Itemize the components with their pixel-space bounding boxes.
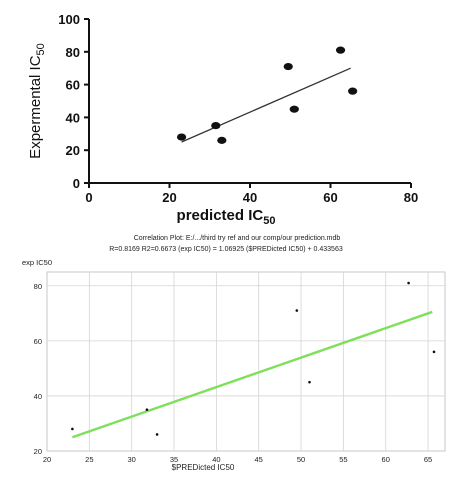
bottom-data-point xyxy=(432,350,436,354)
bottom-title-line-2: R=0.8169 R2=0.6673 (exp IC50) = 1.06925 … xyxy=(109,246,343,253)
chart-bottom: Correlation Plot: E:/.../third try ref a… xyxy=(22,235,446,472)
top-y-tick-label: 40 xyxy=(66,110,80,125)
bottom-fit-line xyxy=(72,310,433,439)
top-x-tick-label: 40 xyxy=(243,190,257,205)
bottom-data-point xyxy=(71,427,74,431)
top-data-point xyxy=(283,62,293,71)
top-fit-line xyxy=(181,67,351,143)
bottom-data-point xyxy=(155,433,159,436)
bottom-data-point xyxy=(295,309,299,312)
bottom-x-tick-label: 20 xyxy=(43,455,51,464)
bottom-y-tick-label: 80 xyxy=(34,282,42,291)
bottom-y-tick-label: 20 xyxy=(34,447,42,456)
bottom-x-axis-label: $PREDicted IC50 xyxy=(172,463,235,472)
top-y-tick-label: 0 xyxy=(73,176,80,191)
bottom-data-point xyxy=(407,281,410,285)
bottom-y-axis-label: exp IC50 xyxy=(22,258,52,267)
bottom-data-point xyxy=(145,408,149,411)
bottom-y-tick-label: 40 xyxy=(34,392,42,401)
top-x-tick-label: 60 xyxy=(323,190,337,205)
top-y-tick-label: 80 xyxy=(66,45,80,60)
bottom-x-tick-label: 50 xyxy=(297,455,305,464)
top-data-point xyxy=(176,133,187,141)
bottom-data-point xyxy=(308,380,311,384)
bottom-x-tick-label: 40 xyxy=(212,455,220,464)
bottom-x-tick-label: 30 xyxy=(128,455,136,464)
bottom-y-tick-label: 60 xyxy=(34,337,42,346)
top-data-point xyxy=(217,136,227,144)
chart-top: 0 20 40 60 80 100 0 20 40 60 80 predicted IC50 Ex… xyxy=(27,12,418,227)
top-data-point xyxy=(211,122,221,130)
bottom-x-tick-label: 45 xyxy=(255,455,263,464)
top-y-tick-label: 100 xyxy=(58,12,80,27)
top-x-tick-label: 80 xyxy=(404,190,418,205)
top-data-point xyxy=(348,87,358,95)
bottom-x-tick-label: 60 xyxy=(382,455,390,464)
bottom-plot-frame xyxy=(46,271,446,452)
top-x-tick-label: 20 xyxy=(162,190,176,205)
bottom-title-line-1: Correlation Plot: E:/.../third try ref a… xyxy=(134,235,341,242)
top-y-tick-label: 20 xyxy=(66,143,80,158)
top-x-tick-label: 0 xyxy=(85,190,92,205)
top-x-axis-label: predicted IC50 xyxy=(177,207,276,227)
bottom-x-tick-label: 55 xyxy=(339,455,347,464)
top-data-point xyxy=(335,46,346,54)
bottom-x-tick-label: 35 xyxy=(170,455,178,464)
top-y-tick-label: 60 xyxy=(66,78,80,93)
bottom-x-tick-label: 25 xyxy=(85,455,93,464)
top-data-point xyxy=(289,105,299,113)
top-y-axis-label: Expermental IC50 xyxy=(27,43,47,159)
bottom-x-tick-label: 65 xyxy=(424,455,432,464)
